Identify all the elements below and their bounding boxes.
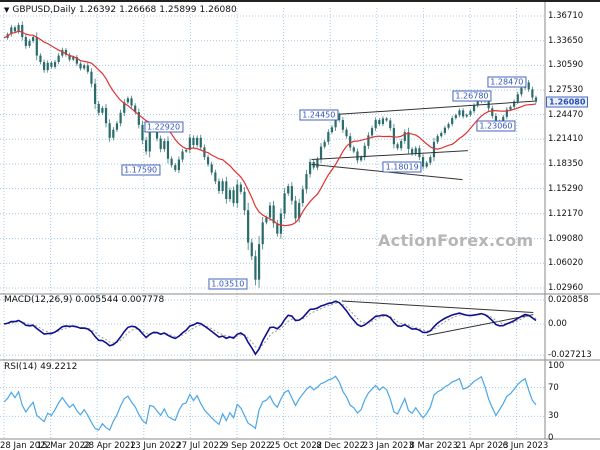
open-value: 1.26392 <box>78 5 117 15</box>
panel-separators <box>0 2 600 440</box>
macd-value-2: 0.007778 <box>121 295 165 305</box>
rsi-line <box>3 375 537 431</box>
trend-lines <box>311 100 535 336</box>
close-value: 1.26080 <box>199 5 237 15</box>
indicator-lines <box>3 30 537 431</box>
trend-line <box>311 150 468 161</box>
macd-name: MACD(12,26,9) <box>4 295 73 305</box>
symbol-label: GBPUSD,Daily <box>12 5 76 15</box>
symbol-dropdown-icon: ▼ <box>4 6 10 14</box>
macd-signal-line <box>3 302 537 349</box>
ma-line <box>3 30 537 227</box>
high-value: 1.26668 <box>119 5 157 15</box>
rsi-name: RSI(14) <box>4 362 38 372</box>
grid <box>0 8 545 439</box>
chart-legend: ▼ GBPUSD,Daily 1.26392 1.26668 1.25899 1.2608… <box>4 5 240 15</box>
macd-value-1: 0.005544 <box>75 295 119 305</box>
trend-line <box>341 300 534 313</box>
watermark: ActionForex.com <box>378 231 534 250</box>
macd-line <box>3 300 537 356</box>
macd-legend: MACD(12,26,9) 0.005544 0.007778 <box>4 295 167 305</box>
rsi-legend: RSI(14) 49.2212 <box>4 362 80 372</box>
rsi-value: 49.2212 <box>40 362 78 372</box>
low-value: 1.25899 <box>159 5 197 15</box>
trend-line <box>426 314 534 336</box>
trend-line <box>331 100 535 116</box>
